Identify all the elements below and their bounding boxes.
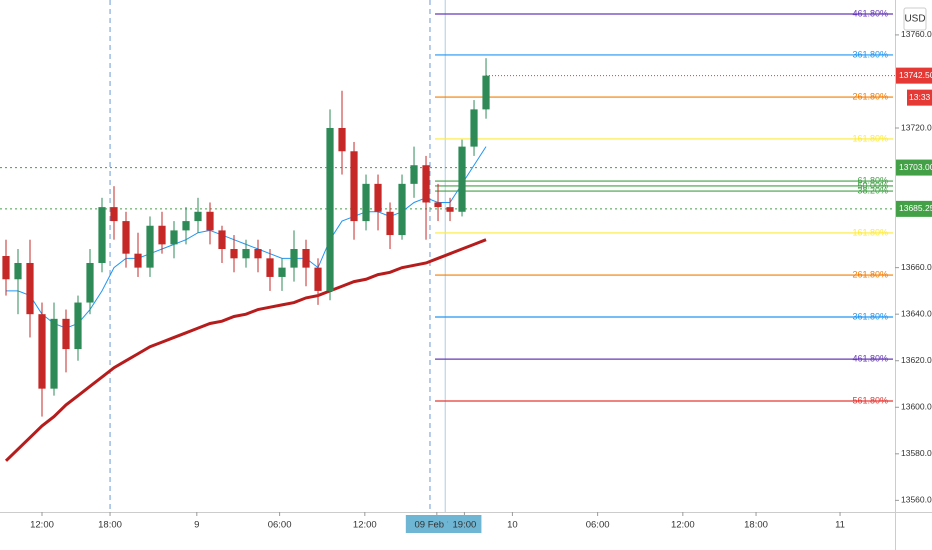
candle-body — [302, 249, 310, 268]
candle-body — [410, 165, 418, 184]
candle-body — [290, 249, 298, 268]
x-tick-label: 10 — [507, 520, 518, 531]
candle-body — [158, 225, 166, 245]
currency: USD — [904, 14, 925, 25]
candle-body — [470, 109, 478, 147]
candle-body — [278, 267, 286, 277]
price-tag-label: 13685.25 — [899, 203, 932, 213]
x-tick-label: 06:00 — [268, 520, 292, 531]
candle-body — [266, 258, 274, 277]
candle-body — [146, 225, 154, 268]
candle-body — [254, 249, 262, 259]
candle-body — [446, 207, 454, 212]
y-tick-label: 13760.00 — [901, 29, 932, 39]
candle-body — [422, 165, 430, 203]
candle-body — [110, 207, 118, 222]
y-tick-label: 13620.00 — [901, 355, 932, 365]
candle-body — [38, 314, 46, 389]
candle-body — [374, 183, 382, 212]
fib-label: 361.80% — [852, 311, 888, 321]
fib-label: 50.00% — [857, 180, 888, 190]
y-tick-label: 13660.00 — [901, 262, 932, 272]
candle-body — [434, 202, 442, 208]
price-tag-label: 13742.50 — [899, 70, 932, 80]
x-tick-label: 9 — [194, 520, 199, 531]
candle-body — [362, 183, 370, 222]
candle-body — [386, 211, 394, 236]
candle-body — [86, 262, 94, 303]
countdown: 13:33 — [909, 92, 931, 102]
x-tick-label: 18:00 — [744, 520, 768, 531]
countdown-tag — [907, 89, 932, 106]
candle-body — [314, 267, 322, 291]
x-tick-label: 09 Feb '21 — [415, 520, 460, 531]
candle-body — [458, 146, 466, 212]
fib-label: 261.80% — [852, 91, 888, 101]
x-tick-highlight — [447, 515, 482, 533]
price-tag — [896, 159, 932, 176]
candle-body — [242, 249, 250, 259]
x-tick-label: 12:00 — [353, 520, 377, 531]
candle-body — [182, 221, 190, 231]
candle-body — [26, 262, 34, 315]
candle-body — [398, 183, 406, 236]
candle-body — [482, 75, 490, 110]
candle-body — [14, 262, 22, 280]
x-tick-label: 12:00 — [671, 520, 695, 531]
price-tag — [896, 200, 932, 217]
candle-body — [134, 253, 142, 268]
candle-body — [206, 211, 214, 231]
candle-body — [326, 128, 334, 291]
candle-body — [98, 207, 106, 263]
y-tick-label: 13560.00 — [901, 495, 932, 505]
y-tick-label: 13580.00 — [901, 448, 932, 458]
candle-body — [50, 318, 58, 389]
candle-body — [170, 230, 178, 245]
x-tick-label: 19:00 — [453, 520, 477, 531]
candle-body — [350, 151, 358, 222]
candle-body — [338, 128, 346, 152]
candle-body — [2, 256, 10, 280]
fib-label: 461.80% — [852, 353, 888, 363]
price-tag-label: 13703.00 — [899, 162, 932, 172]
ma-line — [4, 238, 487, 462]
price-tag — [896, 67, 932, 84]
fib-label: 561.80% — [852, 395, 888, 405]
y-tick-label: 13720.00 — [901, 122, 932, 132]
fib-label: 161.80% — [852, 227, 888, 237]
currency-badge[interactable] — [903, 7, 927, 31]
fib-label: 161.80% — [852, 133, 888, 143]
fib-label: 61.80% — [857, 175, 888, 185]
y-tick-label: 13640.00 — [901, 308, 932, 318]
candle-body — [122, 221, 130, 254]
x-tick-label: 18:00 — [98, 520, 122, 531]
x-tick-label: 12:00 — [30, 520, 54, 531]
y-tick-label: 13600.00 — [901, 402, 932, 412]
fib-label: 361.80% — [852, 49, 888, 59]
fib-label: 261.80% — [852, 269, 888, 279]
candle-body — [62, 318, 70, 350]
fib-label: 461.80% — [852, 8, 888, 18]
candle-body — [230, 249, 238, 259]
candle-body — [74, 302, 82, 350]
fib-label: 38.20% — [857, 185, 888, 195]
x-tick-label: 06:00 — [586, 520, 610, 531]
x-tick-label: 11 — [835, 520, 845, 531]
candle-body — [218, 230, 226, 250]
candle-body — [194, 211, 202, 222]
